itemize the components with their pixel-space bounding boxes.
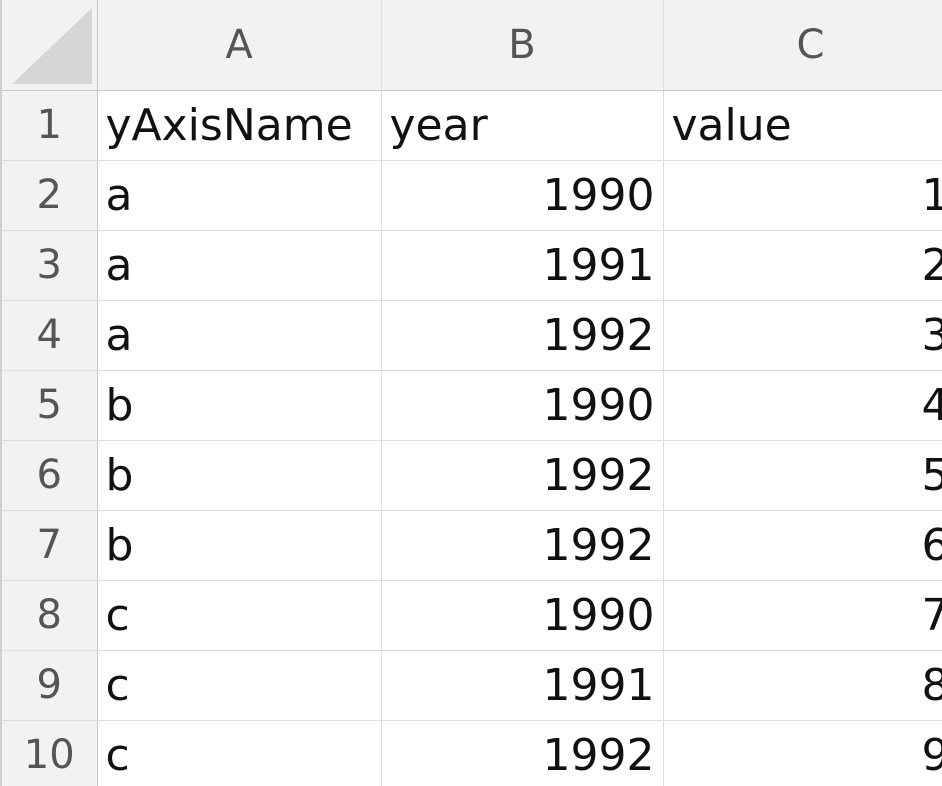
cell-a[interactable]: b [97, 510, 382, 581]
cell-c[interactable]: 3 [663, 300, 942, 371]
cell-c[interactable]: 9 [663, 720, 942, 786]
cell-a[interactable]: a [97, 300, 382, 371]
table-row: 8 c 1990 7 [2, 580, 942, 651]
row-header[interactable]: 4 [2, 300, 98, 371]
row-header[interactable]: 9 [2, 650, 98, 721]
row-header[interactable]: 6 [2, 440, 98, 511]
cell-b[interactable]: 1992 [381, 720, 664, 786]
cell-c[interactable]: value [663, 90, 942, 161]
cell-a[interactable]: a [97, 160, 382, 231]
table-row: 3 a 1991 2 [2, 230, 942, 301]
cell-a[interactable]: b [97, 370, 382, 441]
column-header-c[interactable]: C [663, 0, 942, 91]
row-header[interactable]: 7 [2, 510, 98, 581]
row-header[interactable]: 1 [2, 90, 98, 161]
table-row: 5 b 1990 4 [2, 370, 942, 441]
cell-a[interactable]: yAxisName [97, 90, 382, 161]
select-all-triangle-icon [12, 7, 92, 84]
table-row: 2 a 1990 1 [2, 160, 942, 231]
cell-a[interactable]: c [97, 650, 382, 721]
table-row: 7 b 1992 6 [2, 510, 942, 581]
row-header[interactable]: 8 [2, 580, 98, 651]
cell-c[interactable]: 5 [663, 440, 942, 511]
table-row: 6 b 1992 5 [2, 440, 942, 511]
table-row: 9 c 1991 8 [2, 650, 942, 721]
cell-b[interactable]: 1992 [381, 440, 664, 511]
cell-c[interactable]: 8 [663, 650, 942, 721]
column-header-b[interactable]: B [381, 0, 664, 91]
table-row: 4 a 1992 3 [2, 300, 942, 371]
cell-b[interactable]: 1992 [381, 510, 664, 581]
cell-c[interactable]: 6 [663, 510, 942, 581]
cell-a[interactable]: c [97, 720, 382, 786]
cell-c[interactable]: 4 [663, 370, 942, 441]
cell-b[interactable]: 1990 [381, 580, 664, 651]
column-header-a[interactable]: A [97, 0, 382, 91]
cell-b[interactable]: 1991 [381, 230, 664, 301]
cell-a[interactable]: c [97, 580, 382, 651]
table-row: 1 yAxisName year value [2, 90, 942, 161]
cell-b[interactable]: 1990 [381, 370, 664, 441]
cell-c[interactable]: 1 [663, 160, 942, 231]
cell-b[interactable]: 1991 [381, 650, 664, 721]
row-header[interactable]: 3 [2, 230, 98, 301]
row-header[interactable]: 10 [2, 720, 98, 786]
select-all-corner[interactable] [2, 0, 98, 91]
cell-a[interactable]: a [97, 230, 382, 301]
cell-b[interactable]: year [381, 90, 664, 161]
cell-a[interactable]: b [97, 440, 382, 511]
cell-b[interactable]: 1990 [381, 160, 664, 231]
table-row: 10 c 1992 9 [2, 720, 942, 786]
column-header-row: A B C [2, 0, 942, 91]
cell-c[interactable]: 7 [663, 580, 942, 651]
cell-b[interactable]: 1992 [381, 300, 664, 371]
cell-c[interactable]: 2 [663, 230, 942, 301]
row-header[interactable]: 5 [2, 370, 98, 441]
row-header[interactable]: 2 [2, 160, 98, 231]
